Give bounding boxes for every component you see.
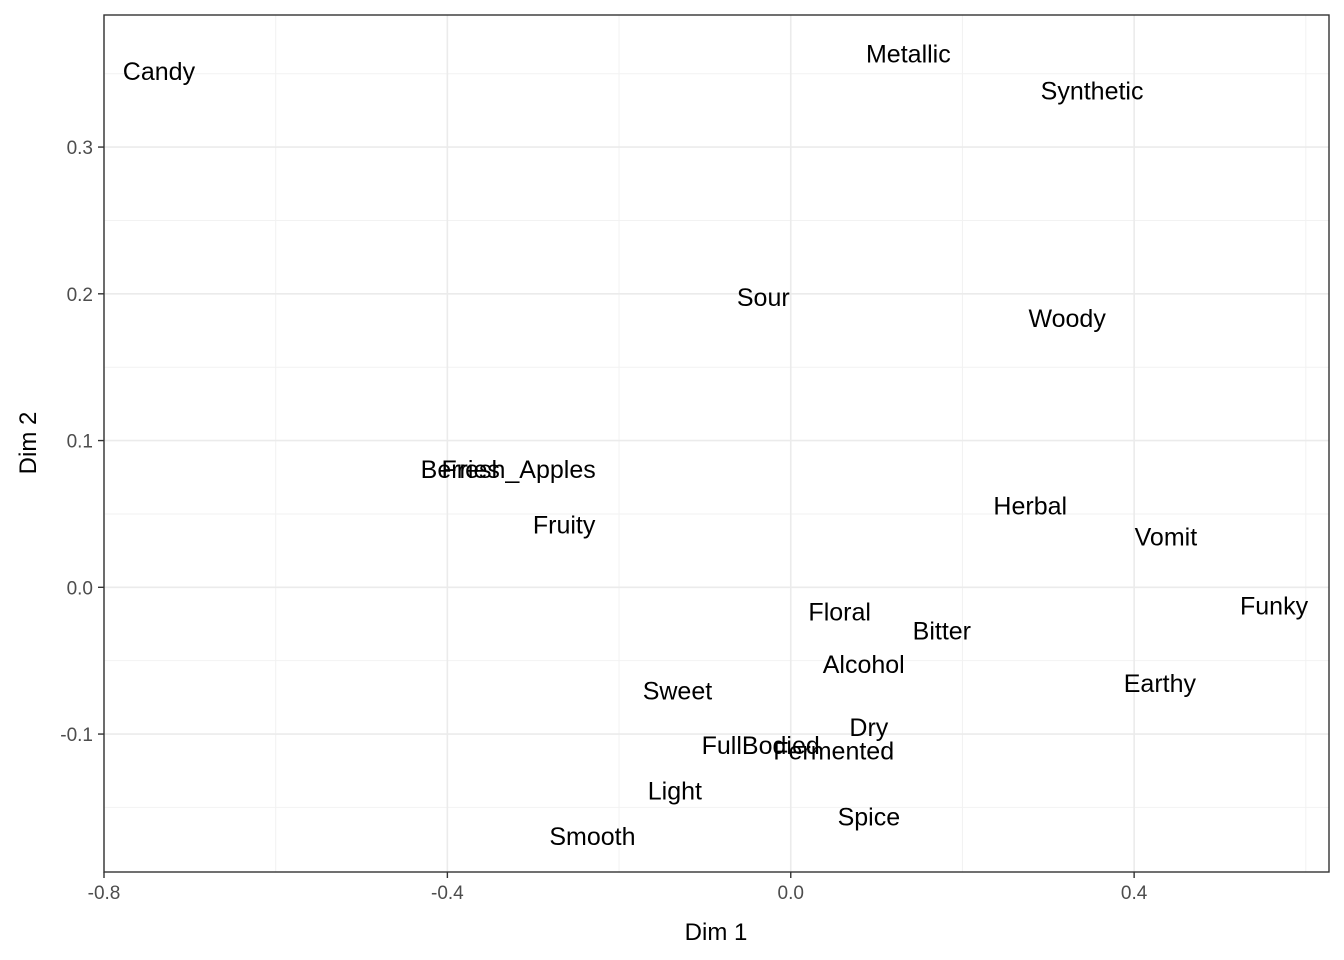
point-label-fruity: Fruity (533, 512, 596, 540)
point-label-vomit: Vomit (1135, 523, 1198, 551)
point-label-synthetic: Synthetic (1041, 77, 1144, 105)
y-axis-title: Dim 2 (15, 412, 42, 475)
point-label-smooth: Smooth (549, 823, 635, 851)
x-tick-label: -0.4 (431, 883, 464, 904)
point-label-candy: Candy (123, 58, 196, 86)
y-tick-label: 0.1 (67, 432, 93, 453)
point-label-fullbodied: FullBodied (702, 732, 820, 760)
minor-gridlines (104, 15, 1329, 872)
point-label-light: Light (648, 777, 702, 805)
point-labels: CandyMetallicSyntheticSourWoodyBerriesFr… (123, 41, 1309, 851)
x-axis: -0.8 -0.4 0.0 0.4 (88, 872, 1148, 904)
point-label-floral: Floral (808, 598, 871, 626)
point-label-herbal: Herbal (993, 493, 1067, 521)
y-tick-label: 0.3 (67, 138, 93, 159)
point-label-fermented: Fermented (773, 738, 894, 766)
point-label-berries: Berries (421, 456, 500, 484)
point-label-spice: Spice (838, 804, 901, 832)
point-label-metallic: Metallic (866, 41, 951, 69)
y-tick-label: 0.2 (67, 285, 93, 306)
x-axis-title: Dim 1 (685, 919, 748, 946)
point-label-sour: Sour (737, 284, 790, 312)
y-axis: -0.1 0.0 0.1 0.2 0.3 (60, 138, 104, 746)
point-label-earthy: Earthy (1124, 670, 1197, 698)
point-label-fresh-apples: Fresh_Apples (442, 456, 596, 484)
point-label-funky: Funky (1240, 592, 1309, 620)
panel-border (103, 14, 1330, 873)
y-tick-label: 0.0 (67, 578, 93, 599)
x-tick-label: 0.4 (1121, 883, 1148, 904)
x-tick-label: 0.0 (778, 883, 804, 904)
point-label-woody: Woody (1028, 305, 1106, 333)
point-label-dry: Dry (849, 714, 888, 742)
point-label-sweet: Sweet (643, 678, 713, 706)
y-tick-label: -0.1 (60, 725, 93, 746)
x-tick-label: -0.8 (88, 883, 121, 904)
point-label-alcohol: Alcohol (823, 651, 905, 679)
point-label-bitter: Bitter (913, 617, 971, 645)
